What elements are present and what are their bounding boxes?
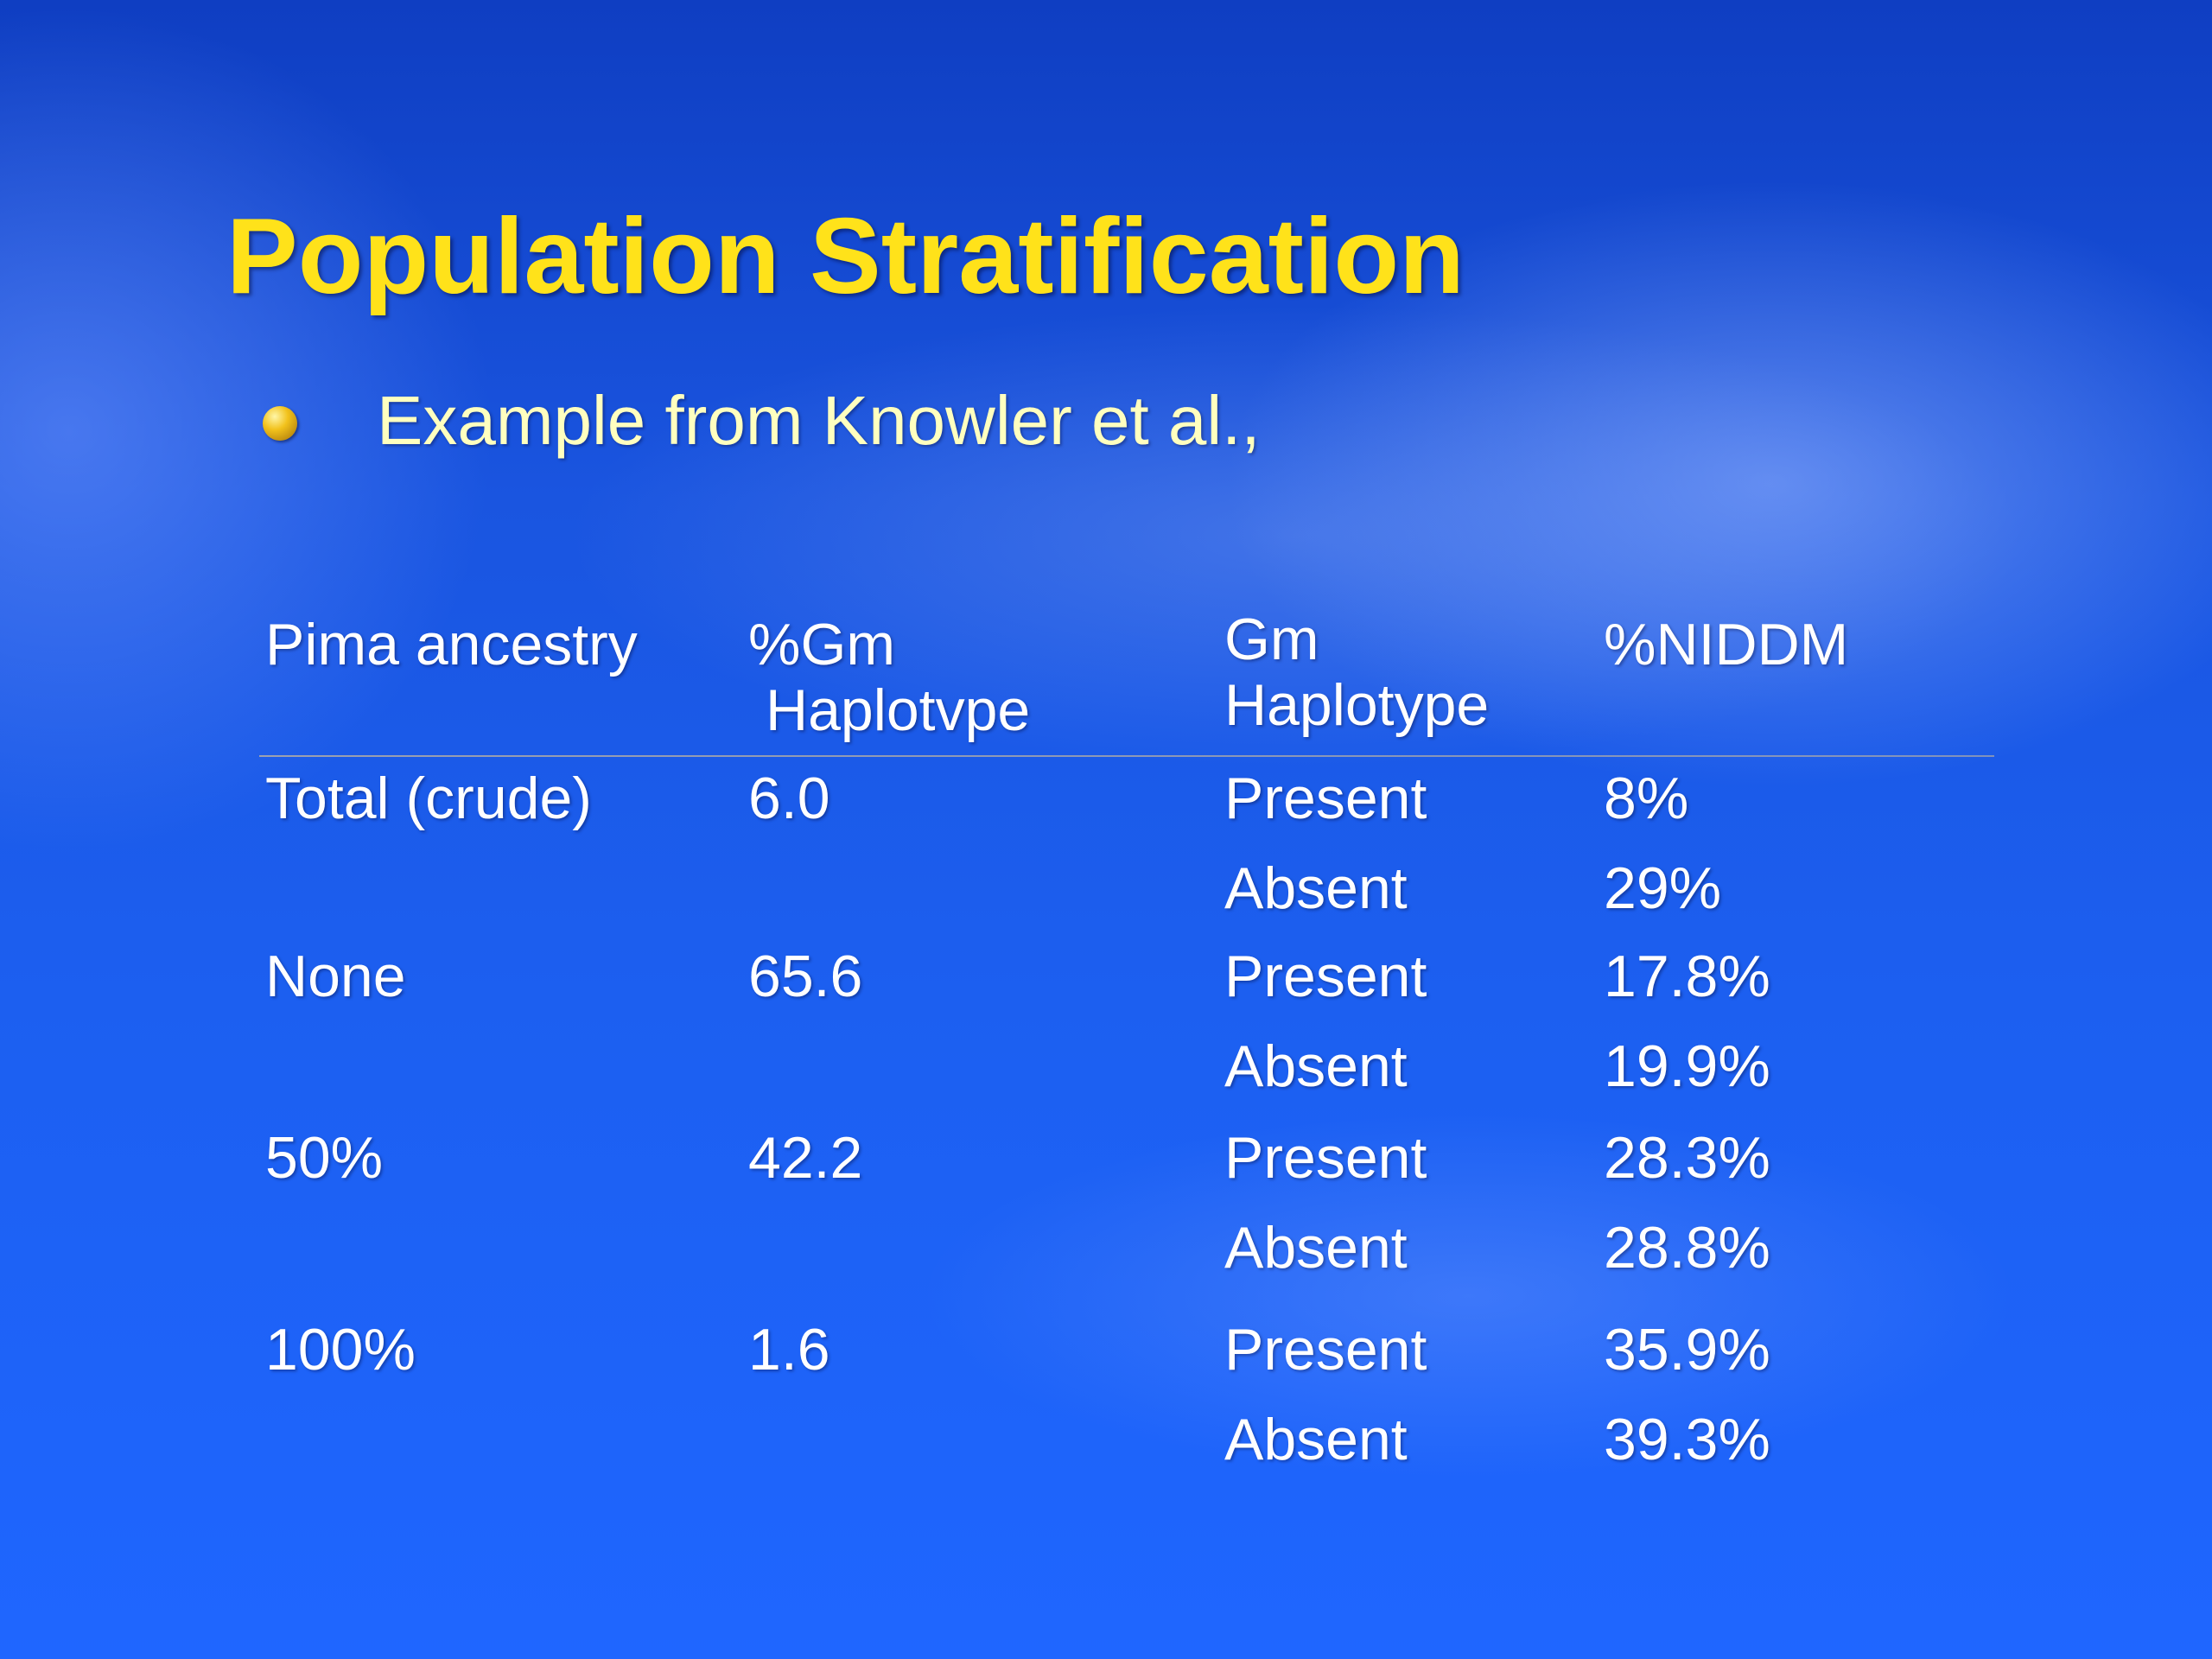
header-gm-pct-line1: %Gm	[748, 612, 895, 677]
cell-gm: Present	[1224, 766, 1427, 831]
cell-niddm: 19.9%	[1604, 1033, 1770, 1099]
cell-niddm: 28.8%	[1604, 1215, 1770, 1281]
cell-gm: Absent	[1224, 1033, 1408, 1099]
header-pima-ancestry: Pima ancestry	[265, 612, 638, 677]
cell-niddm: 8%	[1604, 766, 1689, 831]
header-gm-line1: Gm	[1224, 607, 1319, 672]
header-gm-pct-line2: Haplotvpe	[766, 677, 1031, 743]
cell-niddm: 17.8%	[1604, 944, 1770, 1009]
bullet-icon	[263, 406, 297, 441]
header-niddm: %NIDDM	[1604, 612, 1849, 677]
cell-niddm: 29%	[1604, 855, 1722, 921]
slide-title: Population Stratification	[226, 197, 1465, 316]
header-gm-line2: Haplotype	[1224, 672, 1490, 738]
cell-niddm: 28.3%	[1604, 1125, 1770, 1191]
header-divider	[259, 755, 1994, 757]
cell-gm-pct: 1.6	[748, 1317, 830, 1382]
cell-gm-pct: 65.6	[748, 944, 863, 1009]
cell-ancestry: 100%	[265, 1317, 416, 1382]
cell-gm-pct: 6.0	[748, 766, 830, 831]
cell-gm: Present	[1224, 944, 1427, 1009]
bullet-text: Example from Knowler et al.,	[377, 382, 1261, 459]
cell-gm: Absent	[1224, 1215, 1408, 1281]
cell-ancestry: Total (crude)	[265, 766, 592, 831]
cell-gm-pct: 42.2	[748, 1125, 863, 1191]
cell-gm: Present	[1224, 1317, 1427, 1382]
cell-gm: Absent	[1224, 855, 1408, 921]
cell-ancestry: 50%	[265, 1125, 384, 1191]
cell-niddm: 39.3%	[1604, 1407, 1770, 1472]
cell-ancestry: None	[265, 944, 406, 1009]
cell-gm: Absent	[1224, 1407, 1408, 1472]
cell-gm: Present	[1224, 1125, 1427, 1191]
cell-niddm: 35.9%	[1604, 1317, 1770, 1382]
